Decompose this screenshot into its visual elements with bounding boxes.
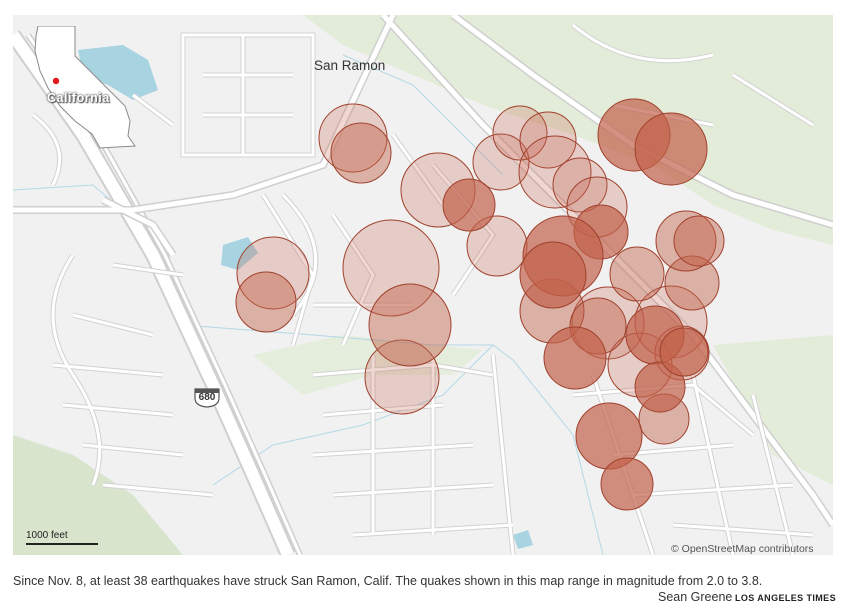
quake-circle xyxy=(543,326,607,390)
source-credit: LOS ANGELES TIMES xyxy=(735,593,836,603)
pond-west xyxy=(221,237,258,270)
quake-circle xyxy=(342,219,440,317)
earthquake-layer xyxy=(235,98,725,511)
author-credit: Sean Greene xyxy=(658,590,733,604)
quake-circle xyxy=(634,361,686,413)
quake-circle xyxy=(519,111,577,169)
pond-south xyxy=(513,530,533,549)
scale-bar xyxy=(26,543,98,545)
quake-circle xyxy=(368,283,452,367)
quake-circle xyxy=(330,122,392,184)
location-marker xyxy=(52,77,60,85)
quake-circle xyxy=(655,210,717,272)
quake-circle xyxy=(235,271,297,333)
quake-circle xyxy=(552,157,608,213)
quake-circle xyxy=(600,457,654,511)
street-grid xyxy=(32,23,814,555)
map-attribution[interactable]: © OpenStreetMap contributors xyxy=(671,543,814,555)
quake-circles-dark xyxy=(442,98,709,511)
park-area-southwest xyxy=(13,435,183,555)
creek-north xyxy=(342,54,504,176)
quake-circle xyxy=(609,246,665,302)
highway-label: 680 xyxy=(198,392,216,403)
quake-circle xyxy=(492,105,548,161)
quake-circle xyxy=(442,178,496,232)
scale-label: 1000 feet xyxy=(26,530,68,541)
quake-circles-medium xyxy=(235,122,725,445)
quake-circle xyxy=(634,112,708,186)
quake-circle xyxy=(364,339,440,415)
california-inset-map xyxy=(34,26,136,149)
place-label-san-ramon: San Ramon xyxy=(314,58,386,73)
map-panel xyxy=(13,15,833,555)
map-canvas xyxy=(13,15,833,555)
park-area-east xyxy=(713,335,833,485)
caption-text: Since Nov. 8, at least 38 earthquakes ha… xyxy=(13,574,763,588)
quake-circle xyxy=(472,133,530,191)
quake-circle xyxy=(673,215,725,267)
inset-label: California xyxy=(47,91,110,105)
quake-circle xyxy=(518,135,592,209)
lake-north xyxy=(78,45,158,100)
highway-shield-icon xyxy=(194,388,220,408)
park-strip xyxy=(253,335,483,395)
quake-circle xyxy=(664,255,720,311)
quake-circle xyxy=(519,241,587,309)
california-outline xyxy=(34,26,136,149)
quake-circle xyxy=(659,327,709,377)
